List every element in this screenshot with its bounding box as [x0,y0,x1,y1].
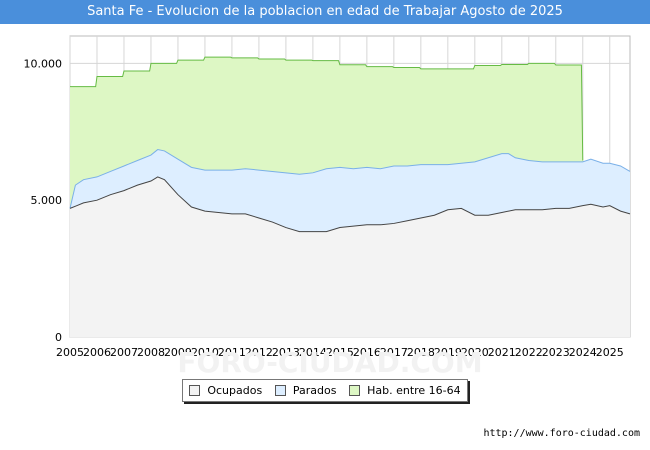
x-axis: 2005200620072008200920102011201220132014… [56,346,624,359]
x-tick-label: 2013 [272,346,300,359]
legend-item-parados: Parados [274,384,337,397]
y-tick-label: 5.000 [31,194,63,207]
legend-swatch [189,385,201,396]
x-tick-label: 2014 [299,346,327,359]
x-tick-label: 2008 [137,346,165,359]
x-tick-label: 2025 [596,346,624,359]
x-tick-label: 2021 [488,346,516,359]
x-tick-label: 2023 [542,346,570,359]
y-tick-label: 10.000 [24,57,63,70]
legend: Ocupados Parados Hab. entre 16-64 [182,379,468,402]
x-tick-label: 2024 [569,346,597,359]
x-tick-label: 2009 [164,346,192,359]
x-tick-label: 2020 [461,346,489,359]
legend-swatch [349,385,361,396]
line-ocupados [69,176,631,233]
series-areas [69,56,631,337]
x-tick-label: 2007 [110,346,138,359]
legend-label: Ocupados [207,384,263,397]
legend-item-habitantes: Hab. entre 16-64 [349,384,461,397]
chart-title: Santa Fe - Evolucion de la poblacion en … [0,0,650,24]
legend-item-ocupados: Ocupados [189,384,262,397]
y-tick-label: 0 [55,331,62,344]
x-tick-label: 2017 [380,346,408,359]
x-tick-label: 2015 [326,346,354,359]
area-ocupados [70,176,630,337]
x-tick-label: 2010 [191,346,219,359]
line-hab-entre-16-64 [70,56,584,161]
x-tick-label: 2012 [245,346,273,359]
y-axis: 0 5.000 10.000 [24,57,63,344]
legend-label: Hab. entre 16-64 [367,384,461,397]
x-tick-label: 2016 [353,346,381,359]
x-tick-label: 2011 [218,346,246,359]
legend-label: Parados [292,384,337,397]
x-tick-label: 2019 [434,346,462,359]
x-tick-label: 2018 [407,346,435,359]
source-link[interactable]: http://www.foro-ciudad.com [483,428,640,439]
watermark: FORO-CIUDAD.COM [177,346,482,379]
line-parados [69,149,631,209]
x-tick-label: 2006 [83,346,111,359]
x-tick-label: 2005 [56,346,84,359]
x-tick-label: 2022 [515,346,543,359]
legend-swatch [274,385,286,396]
